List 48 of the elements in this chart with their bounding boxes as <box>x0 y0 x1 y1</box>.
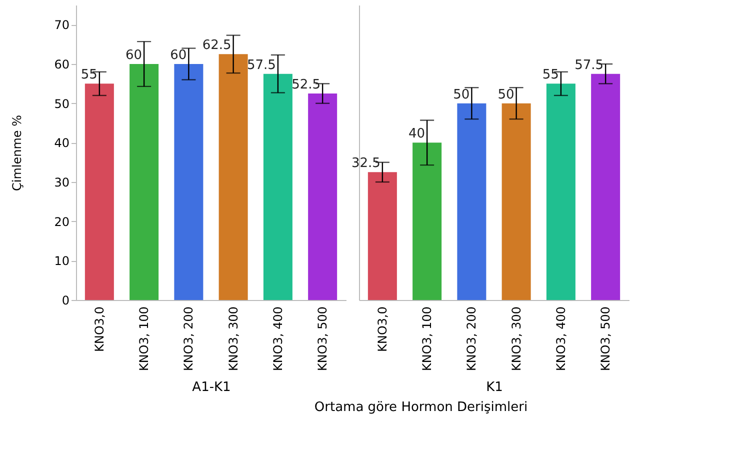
x-tick-label: KNO3, 100 <box>420 306 434 371</box>
text: Ortama göre Hormon Derişimleri <box>314 400 528 415</box>
y-axis-title: Çimlenme % <box>10 114 24 192</box>
x-tick-label: KNO3, 100 <box>137 306 152 371</box>
y-tick-label: 40 <box>54 136 70 150</box>
x-tick-label: KNO3,0 <box>375 306 390 352</box>
bar <box>263 74 292 300</box>
data-label: 32.5 <box>351 156 380 172</box>
bar <box>368 172 397 300</box>
y-tick-label: 20 <box>54 214 70 229</box>
x-tick-label: KNO3,0 <box>92 306 106 352</box>
x-tick-label: KNO3, 200 <box>464 306 479 371</box>
data-label: 55 <box>80 68 98 83</box>
x-tick-label: KNO3, 300 <box>226 306 240 371</box>
data-label: 52.5 <box>292 78 321 92</box>
bar <box>546 84 576 300</box>
data-label: 57.5 <box>246 58 276 73</box>
x-tick-label: KNO3, 500 <box>316 306 330 371</box>
x-tick-label: KNO3, 400 <box>270 306 285 371</box>
x-tick-label: KNO3, 200 <box>182 306 196 371</box>
y-tick-label: 30 <box>54 176 70 190</box>
x-tick-label: KNO3, 400 <box>554 306 568 371</box>
x-axis-title: K1 <box>486 380 503 395</box>
bar <box>84 84 114 300</box>
data-label: 60 <box>126 48 142 63</box>
bar <box>308 94 338 300</box>
bar <box>174 64 204 300</box>
bar <box>218 54 248 300</box>
data-label: 50 <box>498 87 514 102</box>
y-tick-label: 0 <box>62 294 70 308</box>
data-label: 50 <box>453 87 470 102</box>
y-tick-label: 10 <box>54 254 70 268</box>
y-tick-label: 60 <box>54 58 70 72</box>
y-tick-label: 50 <box>54 96 70 111</box>
data-label: 40 <box>408 126 426 142</box>
bar <box>412 142 442 300</box>
data-label: 57.5 <box>574 58 604 73</box>
data-label: 62.5 <box>202 38 232 54</box>
data-label: 60 <box>170 48 187 63</box>
bar <box>457 103 486 300</box>
y-tick-label: 70 <box>54 18 70 32</box>
bar <box>502 103 531 300</box>
data-label: 55 <box>542 68 559 83</box>
x-tick-label: KNO3, 500 <box>598 306 613 371</box>
x-axis-title: A1-K1 <box>192 380 231 395</box>
x-tick-label: KNO3, 300 <box>509 306 524 371</box>
bar <box>130 64 159 300</box>
bar <box>591 74 620 300</box>
